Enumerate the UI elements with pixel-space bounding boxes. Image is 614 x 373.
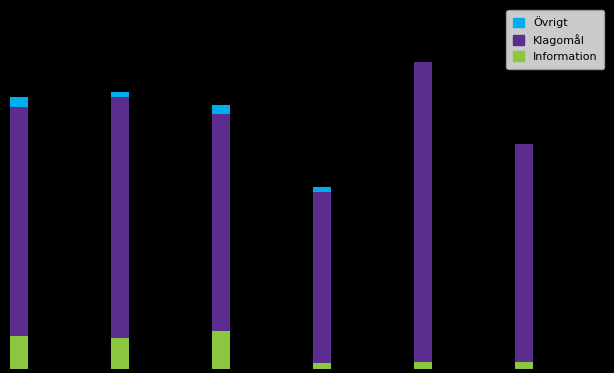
Bar	[212, 113, 230, 331]
Bar	[313, 186, 331, 192]
Bar	[414, 62, 432, 362]
Bar	[10, 97, 28, 107]
Bar	[111, 93, 130, 97]
Bar	[212, 105, 230, 113]
Bar	[212, 331, 230, 369]
Bar	[313, 192, 331, 363]
Bar	[414, 362, 432, 369]
Bar	[515, 362, 533, 369]
Bar	[111, 338, 130, 369]
Bar	[515, 144, 533, 362]
Bar	[111, 97, 130, 338]
Bar	[10, 107, 28, 336]
Bar	[10, 336, 28, 369]
Legend: Övrigt, Klagomål, Information: Övrigt, Klagomål, Information	[507, 10, 604, 69]
Bar	[313, 363, 331, 369]
